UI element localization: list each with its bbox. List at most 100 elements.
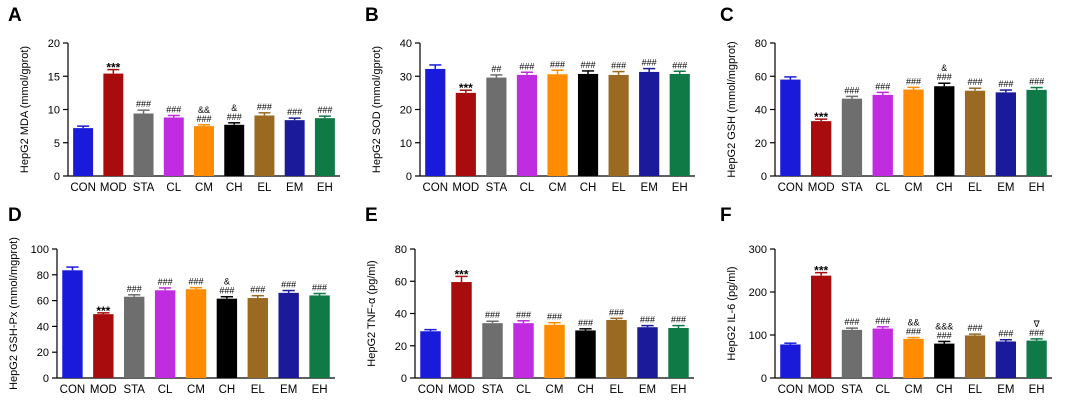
panel-c-bar-em: [995, 92, 1016, 176]
panel-d-significance-mark: ***: [96, 304, 110, 318]
panel-b-significance-mark: ###: [519, 61, 534, 71]
panel-c-bar-ch: [934, 86, 955, 176]
panel-d-y-tick-label: 40: [37, 321, 49, 333]
panel-e-bar-cl: [513, 323, 534, 378]
panel-d-category-label: CM: [187, 384, 205, 396]
panel-e-letter: E: [365, 205, 378, 226]
panel-a-category-label: CON: [70, 182, 96, 194]
panel-d-letter: D: [8, 205, 22, 226]
panel-b-category-label: CON: [422, 182, 448, 194]
panel-f-category-label: CM: [905, 384, 923, 396]
panel-f-significance-mark: &&: [907, 318, 919, 328]
panel-e-y-axis-title: HepG2 TNF-α (pg/ml): [366, 260, 378, 366]
panel-c-bar-con: [780, 79, 801, 176]
panel-f-letter: F: [720, 205, 732, 226]
panel-c-y-axis-title: HepG2 GSH (mmol/mgprot): [726, 41, 738, 177]
panel-e-significance-mark: ###: [485, 310, 500, 320]
panel-e-y-tick-label: 0: [401, 373, 407, 385]
panel-f: F 0 100 200 300 HepG2 IL-6 (pg/ml) CON MOD *** ST…: [720, 205, 1052, 396]
panel-e-category-label: CH: [577, 384, 594, 396]
panel-c-significance-mark: ***: [814, 110, 828, 124]
panel-c-category-label: EL: [968, 182, 983, 194]
panel-e-significance-mark: ###: [547, 312, 562, 322]
panel-c-category-label: CH: [936, 182, 953, 194]
panel-c-category-label: CM: [905, 182, 923, 194]
panel-b-category-label: CL: [520, 182, 535, 194]
panel-a-y-tick-label: 5: [54, 138, 60, 150]
panel-f-bar-cl: [872, 328, 893, 378]
panel-a-bar-mod: [103, 73, 124, 176]
panel-f-bar-con: [780, 344, 801, 378]
panel-a-y-tick-label: 10: [48, 105, 60, 117]
panel-e-significance-mark: ###: [671, 315, 686, 325]
panel-d-bar-ch: [216, 298, 238, 378]
panel-e-significance-mark: ###: [578, 318, 593, 328]
panel-f-y-tick-label: 300: [749, 244, 767, 256]
panel-e-significance-mark: ***: [454, 267, 468, 281]
panel-d-category-label: CON: [60, 384, 86, 396]
panel-f-y-tick-label: 200: [749, 287, 767, 299]
panel-a-significance-mark: ###: [227, 112, 242, 122]
panel-a-significance-mark: &: [231, 103, 237, 113]
panel-f-bar-sta: [841, 329, 863, 378]
panel-a-bar-cm: [194, 126, 214, 176]
panel-e-y-tick-label: 20: [395, 341, 407, 353]
panel-e-y-tick-label: 40: [395, 309, 407, 321]
panel-b-category-label: EL: [612, 182, 627, 194]
panel-d: D 0 20 40 60 80 100 HepG2 GSH-Px (mmol/mgprot) C…: [8, 205, 335, 396]
panel-e-significance-mark: ###: [609, 307, 624, 317]
panel-c-significance-mark: &: [941, 63, 947, 73]
panel-d-category-label: CH: [219, 384, 236, 396]
panel-f-significance-mark: &&&: [935, 321, 953, 331]
panel-b-bar-con: [425, 68, 446, 176]
panel-c-significance-mark: ###: [875, 81, 890, 91]
panel-c-category-label: CON: [778, 182, 804, 194]
panel-c-bar-cl: [872, 94, 893, 176]
panel-c-bar-mod: [811, 121, 832, 176]
panel-b-category-label: EM: [641, 182, 658, 194]
panel-c-significance-mark: ###: [1029, 77, 1044, 87]
panel-d-y-tick-label: 100: [31, 244, 49, 256]
panel-a-category-label: EL: [257, 182, 272, 194]
panel-b-significance-mark: ###: [642, 58, 657, 68]
panel-a-category-label: EH: [317, 182, 333, 194]
panel-d-y-axis-title: HepG2 GSH-Px (mmol/mgprot): [8, 237, 20, 390]
panel-f-category-label: EM: [997, 384, 1014, 396]
panel-f-bar-mod: [811, 275, 832, 378]
panel-d-bar-cm: [185, 289, 207, 378]
panel-d-bar-el: [247, 298, 268, 378]
panel-b-letter: B: [365, 5, 379, 26]
panel-f-bar-em: [995, 341, 1016, 378]
panel-c-bar-cm: [903, 89, 924, 176]
panel-f-category-label: CON: [778, 384, 804, 396]
panel-c-y-tick-label: 0: [761, 171, 767, 183]
panel-a-significance-mark: ###: [287, 107, 302, 117]
panel-c-bar-el: [964, 90, 986, 176]
panel-f-y-tick-label: 0: [761, 373, 767, 385]
panel-b-y-tick-label: 10: [400, 138, 412, 150]
panel-f-significance-mark: ###: [844, 317, 859, 327]
panel-d-significance-mark: ###: [281, 280, 296, 290]
panel-d-significance-mark: ###: [250, 285, 265, 295]
panel-f-category-label: CL: [875, 384, 890, 396]
panel-e-bar-em: [637, 327, 658, 378]
panel-b-significance-mark: ###: [581, 60, 596, 70]
panel-a-letter: A: [8, 5, 22, 26]
panel-d-significance-mark: ###: [312, 283, 327, 293]
panel-a-significance-mark: &&: [198, 105, 210, 115]
panel-d-y-tick-label: 80: [37, 270, 49, 282]
panel-c-significance-mark: ###: [968, 77, 983, 87]
panel-b-bar-cl: [516, 74, 538, 176]
panel-b-y-tick-label: 40: [400, 38, 412, 50]
panel-d-y-tick-label: 60: [37, 296, 49, 308]
panel-e-significance-mark: ###: [640, 315, 655, 325]
panel-e-bar-eh: [668, 328, 689, 378]
panel-e-bar-con: [420, 331, 441, 378]
panel-f-bar-el: [964, 335, 986, 378]
panel-f-significance-mark: ###: [968, 323, 983, 333]
panel-a-category-label: STA: [133, 182, 155, 194]
panel-e-category-label: EL: [609, 384, 624, 396]
panel-a-significance-mark: ###: [136, 99, 151, 109]
panel-c-significance-mark: ###: [906, 76, 921, 86]
